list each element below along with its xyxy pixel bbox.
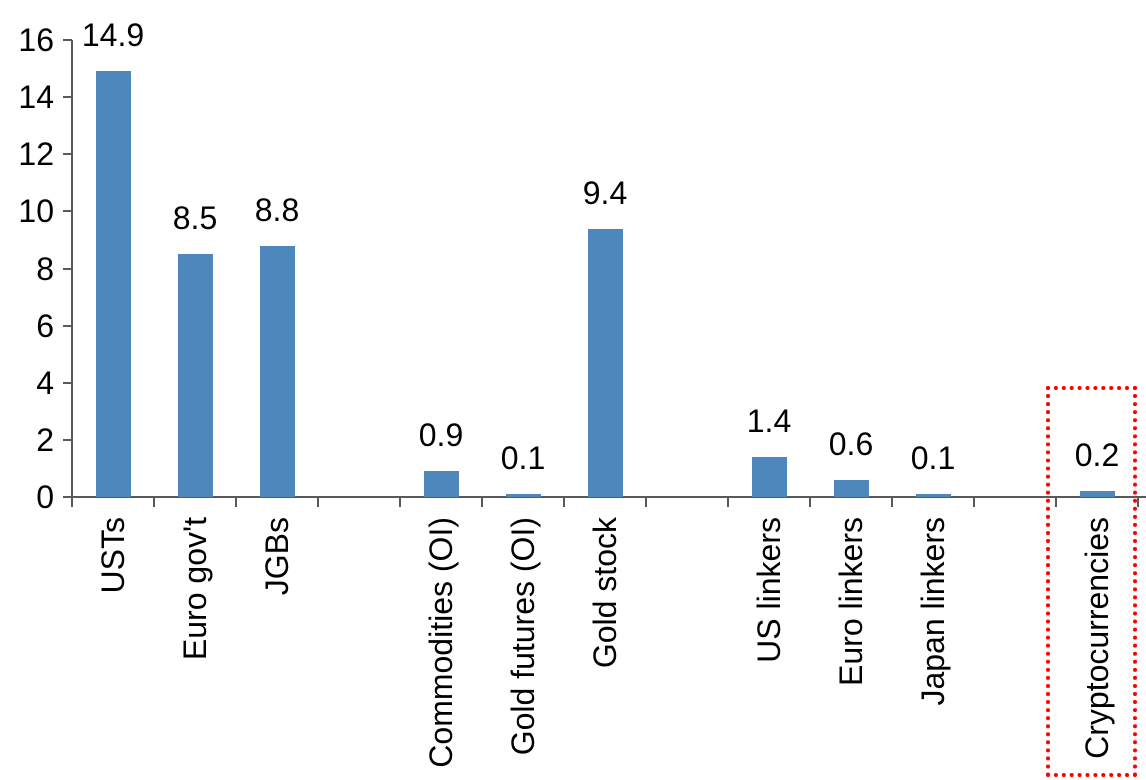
y-tick-label: 8 <box>36 250 54 287</box>
value-label-japan-linkers: 0.1 <box>910 440 956 477</box>
y-tick-label: 10 <box>18 193 54 230</box>
value-label-gold-stock: 9.4 <box>582 174 628 211</box>
y-tick-label: 6 <box>36 307 54 344</box>
category-label-euro-gov-t: Euro gov't <box>177 517 213 661</box>
x-tick <box>317 497 319 507</box>
bar-euro-gov-t <box>177 254 213 497</box>
value-label-cryptocurrencies: 0.2 <box>1074 437 1120 474</box>
bar-gold-futures-oi <box>505 494 541 497</box>
bar-usts <box>95 71 131 497</box>
y-tick <box>63 438 72 441</box>
y-tick <box>63 39 72 41</box>
value-label-us-linkers: 1.4 <box>746 403 792 439</box>
category-label-usts: USTs <box>95 517 131 594</box>
highlight-box-cryptocurrencies <box>1046 386 1137 777</box>
value-label-euro-linkers: 0.6 <box>828 425 874 462</box>
x-tick <box>563 497 565 507</box>
category-label-japan-linkers: Japan linkers <box>915 517 951 706</box>
bar-cryptocurrencies <box>1079 491 1115 497</box>
category-label-commodities-oi: Commodities (OI) <box>423 517 459 768</box>
y-tick-label: 2 <box>36 421 54 458</box>
value-label-euro-gov-t: 8.5 <box>172 200 218 237</box>
x-tick <box>399 497 401 507</box>
x-tick <box>481 497 483 507</box>
x-tick <box>153 497 155 507</box>
category-label-jgbs: JGBs <box>259 517 295 596</box>
y-tick-label: 0 <box>36 479 54 515</box>
x-tick <box>645 497 647 507</box>
x-tick <box>891 497 893 507</box>
bar-us-linkers <box>751 457 787 497</box>
y-tick-label: 12 <box>18 136 54 173</box>
x-tick <box>1055 497 1057 507</box>
value-label-commodities-oi: 0.9 <box>418 417 464 454</box>
bar-jgbs <box>259 245 295 497</box>
x-tick <box>71 497 73 507</box>
category-label-us-linkers: US linkers <box>751 517 787 663</box>
x-tick <box>973 497 975 507</box>
bar-commodities-oi <box>423 471 459 497</box>
value-label-gold-futures-oi: 0.1 <box>500 440 546 477</box>
y-tick <box>63 153 72 156</box>
y-tick <box>63 324 72 327</box>
category-label-cryptocurrencies: Cryptocurrencies <box>1079 517 1115 759</box>
x-tick <box>809 497 811 507</box>
y-axis-line <box>71 40 73 497</box>
bar-gold-stock <box>587 228 623 497</box>
value-label-jgbs: 8.8 <box>254 191 300 228</box>
y-tick-label: 4 <box>36 364 54 401</box>
x-tick <box>727 497 729 507</box>
bar-japan-linkers <box>915 494 951 497</box>
category-label-gold-futures-oi: Gold futures (OI) <box>505 517 541 756</box>
y-tick <box>63 496 72 498</box>
y-tick-label: 16 <box>18 22 54 58</box>
category-label-gold-stock: Gold stock <box>587 517 623 669</box>
x-axis-line <box>71 496 1146 498</box>
y-tick-label: 14 <box>18 79 54 116</box>
y-tick <box>63 96 72 99</box>
y-tick <box>63 210 72 213</box>
category-label-euro-linkers: Euro linkers <box>833 517 869 686</box>
y-tick <box>63 267 72 270</box>
y-tick <box>63 381 72 384</box>
x-tick <box>235 497 237 507</box>
x-tick <box>1137 497 1139 507</box>
value-label-usts: 14.9 <box>81 17 145 54</box>
bar-euro-linkers <box>833 479 869 497</box>
